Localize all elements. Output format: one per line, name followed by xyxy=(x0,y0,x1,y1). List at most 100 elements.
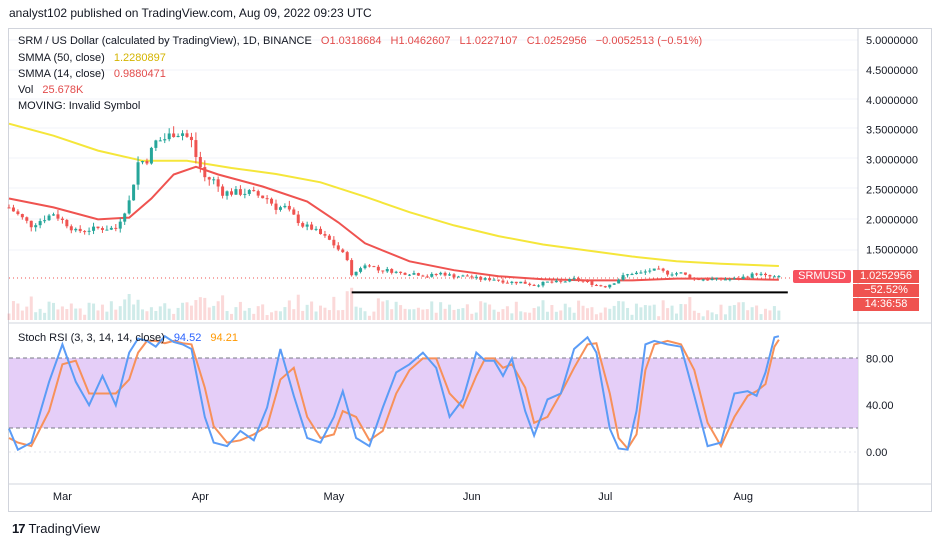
volume-bar xyxy=(634,303,638,320)
volume-bar xyxy=(181,302,185,320)
volume-bar xyxy=(265,315,269,320)
candle xyxy=(261,195,265,199)
candle xyxy=(181,130,185,141)
candle xyxy=(408,274,411,277)
price-axis-tick: 2.5000000 xyxy=(866,185,918,197)
candle xyxy=(510,280,514,285)
footer-brand[interactable]: 17 TradingView xyxy=(12,521,100,536)
volume-bar xyxy=(354,306,358,320)
candle xyxy=(626,273,630,278)
candle xyxy=(537,284,541,288)
volume-bar xyxy=(532,308,536,320)
volume-bar xyxy=(332,296,336,320)
volume-bar xyxy=(434,312,438,320)
price-grid xyxy=(9,39,858,251)
candle xyxy=(7,204,11,209)
candle xyxy=(661,267,665,273)
candle xyxy=(675,271,678,277)
volume-bar xyxy=(278,311,282,320)
candle xyxy=(34,223,38,232)
candle xyxy=(403,272,407,276)
legend-sma50-row[interactable]: SMMA (50, close) 1.2280897 xyxy=(18,51,166,66)
candle xyxy=(688,273,692,280)
candle xyxy=(505,280,509,284)
candle xyxy=(247,189,251,196)
price-axis-tick: 3.0000000 xyxy=(866,155,918,167)
volume-bar xyxy=(319,305,322,320)
volume-bar xyxy=(109,301,113,320)
stoch-legend-row[interactable]: Stoch RSI (3, 3, 14, 14, close) 94.52 94… xyxy=(18,331,238,346)
volume-bar xyxy=(439,302,443,320)
time-axis-tick: Apr xyxy=(192,491,209,503)
volume-bar xyxy=(626,307,630,320)
candle xyxy=(448,272,452,277)
volume-bar xyxy=(519,311,523,320)
candle xyxy=(56,209,60,221)
candle xyxy=(354,271,358,277)
volume-bar xyxy=(238,301,242,320)
candle xyxy=(706,277,710,281)
candle xyxy=(292,207,296,215)
legend-open: O1.0318684 xyxy=(320,35,382,47)
volume-bar xyxy=(78,308,82,320)
candle xyxy=(519,281,523,284)
candle xyxy=(577,276,581,282)
candle xyxy=(172,126,176,138)
price-axis-tick: 4.0000000 xyxy=(866,95,918,107)
candle xyxy=(599,284,603,287)
publisher-line: analyst102 published on TradingView.com,… xyxy=(9,6,372,20)
volume-bar xyxy=(367,315,371,320)
volume-bar xyxy=(612,305,616,320)
volume-bar xyxy=(470,313,474,320)
candle xyxy=(701,278,705,282)
candle xyxy=(74,227,78,233)
legend-moving-row[interactable]: MOVING: Invalid Symbol xyxy=(18,99,140,114)
candle xyxy=(194,132,198,164)
volume-bar xyxy=(336,310,340,320)
volume-bar xyxy=(327,310,331,320)
candle xyxy=(225,190,229,200)
volume-bar xyxy=(474,312,478,320)
volume-bar xyxy=(772,306,776,320)
volume-bar xyxy=(501,309,505,320)
legend-sma14-row[interactable]: SMMA (14, close) 0.9880471 xyxy=(18,67,166,82)
volume-bar xyxy=(661,300,665,320)
volume-bar xyxy=(715,314,719,320)
time-axis-tick: Mar xyxy=(53,491,72,503)
volume-bar xyxy=(314,311,318,320)
candle xyxy=(283,203,287,209)
candle xyxy=(83,230,87,235)
volume-bar xyxy=(492,309,496,320)
sma50-value: 1.2280897 xyxy=(113,52,166,64)
volume-bar xyxy=(65,309,69,320)
stoch-axis-tick: 0.00 xyxy=(866,447,887,459)
volume-bar xyxy=(167,308,171,320)
candle xyxy=(723,277,727,281)
price-axis-tick: 4.5000000 xyxy=(866,65,918,77)
legend-vol-row[interactable]: Vol 25.678K xyxy=(18,83,83,98)
candle xyxy=(345,250,349,262)
volume-bar xyxy=(643,305,647,320)
candle xyxy=(777,275,781,279)
volume-bar xyxy=(189,305,193,320)
volume-bar xyxy=(292,309,296,320)
candle xyxy=(416,272,420,276)
volume-bar xyxy=(603,307,607,320)
candle xyxy=(141,160,144,165)
volume-bar xyxy=(741,302,745,320)
stoch-k-value: 94.52 xyxy=(173,332,202,344)
volume-bar xyxy=(648,305,652,320)
volume-bar xyxy=(679,304,683,320)
candle xyxy=(158,137,162,142)
volume-bar xyxy=(523,312,527,320)
volume-bar xyxy=(123,299,127,320)
candle xyxy=(327,234,331,241)
candle xyxy=(421,274,425,277)
volume-bar xyxy=(483,302,487,320)
tradingview-logo-icon: 17 xyxy=(12,521,26,536)
volume-bar xyxy=(554,311,558,320)
candle xyxy=(332,236,336,249)
candle xyxy=(96,226,100,230)
candle xyxy=(452,273,456,280)
